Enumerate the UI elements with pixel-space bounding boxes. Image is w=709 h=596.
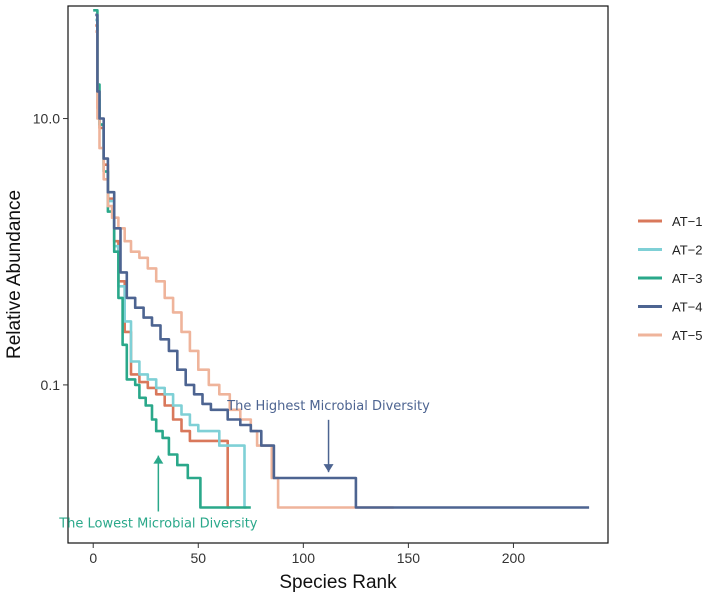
annotation-arrow-head xyxy=(323,464,334,473)
x-tick-label: 100 xyxy=(292,550,316,566)
legend-label: AT−2 xyxy=(672,243,702,258)
series-line-at-4 xyxy=(95,13,590,509)
x-tick-label: 200 xyxy=(502,550,526,566)
series-line-at-1 xyxy=(95,24,230,509)
x-axis: 0 50 100 150 200 xyxy=(89,543,525,566)
y-axis: 10.0 0.1 xyxy=(33,111,68,393)
legend-label: AT−5 xyxy=(672,328,702,343)
annotations: The Highest Microbial Diversity The Lowes… xyxy=(58,399,430,532)
x-axis-title: Species Rank xyxy=(279,572,397,593)
legend: AT−1 AT−2 AT−3 AT−4 AT−5 xyxy=(638,214,702,343)
annotation-arrow-head xyxy=(153,455,164,464)
x-tick-label: 0 xyxy=(89,550,97,566)
annotation-lowest-diversity: The Lowest Microbial Diversity xyxy=(58,516,258,531)
y-tick-label: 0.1 xyxy=(41,377,61,393)
y-axis-title: Relative Abundance xyxy=(4,190,25,359)
series-line-at-3 xyxy=(93,9,251,509)
legend-label: AT−3 xyxy=(672,271,702,286)
y-tick-label: 10.0 xyxy=(33,111,60,127)
x-tick-label: 50 xyxy=(190,550,206,566)
legend-label: AT−4 xyxy=(672,300,702,315)
x-tick-label: 150 xyxy=(397,550,421,566)
series-lines xyxy=(93,9,590,509)
plot-panel xyxy=(67,5,609,544)
series-line-at-5 xyxy=(95,30,394,509)
annotation-highest-diversity: The Highest Microbial Diversity xyxy=(226,399,430,414)
legend-label: AT−1 xyxy=(672,214,702,229)
